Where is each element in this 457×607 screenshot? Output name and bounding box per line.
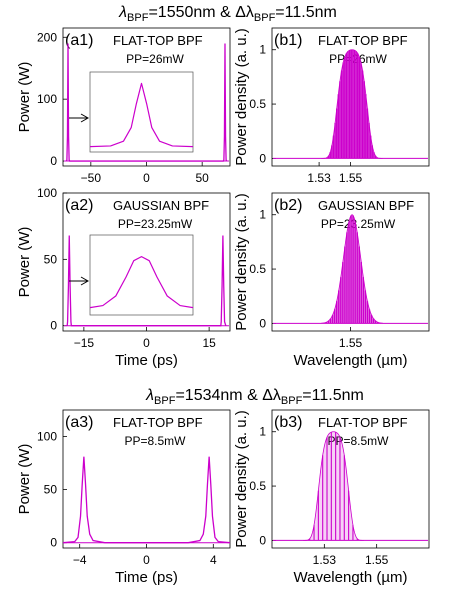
y-tick-label-b1-2: 1: [259, 43, 266, 57]
inset-arrow-head-a1: [80, 113, 90, 123]
header-bottom-lambda-sub: BPF: [154, 395, 176, 407]
y-axis-label-b2: Power density (a. u.): [233, 193, 250, 331]
header-top-lambda-value: 1550nm: [158, 4, 216, 21]
x-axis-label-a2: Time (ps): [115, 352, 178, 369]
x-tick-label-b3-1: 1.55: [365, 553, 389, 567]
spectrum-envelope-b3: [303, 431, 364, 541]
x-tick-label-a3-0: −4: [73, 553, 87, 567]
y-axis-label-b1: Power density (a. u.): [233, 28, 250, 166]
pump-power-label-b3: PP=8.5mW: [327, 434, 389, 448]
x-tick-label-b2-0: 1.55: [339, 336, 363, 350]
header-bottom-delta-sub: BPF: [281, 395, 303, 407]
spectrum-outline-b2: [321, 214, 383, 324]
x-tick-label-a2-0: −15: [74, 336, 95, 350]
inset-trace-a1: [89, 82, 194, 148]
y-axis-label-a1: Power (W): [16, 62, 33, 133]
panel-a1: −50 0 50 0 100 200 Power (W) (a1) FLAT-TOP BPF PP…: [16, 27, 231, 185]
x-tick-label-a2-2: 15: [202, 336, 216, 350]
x-axis-label-a3: Time (ps): [115, 569, 178, 586]
y-tick-label-a2-0: 0: [50, 319, 57, 333]
x-tick-label-a1-1: 0: [143, 171, 150, 185]
y-tick-label-b1-0: 0: [259, 151, 266, 165]
x-tick-label-a1-0: −50: [81, 171, 102, 185]
y-axis-label-a2: Power (W): [16, 227, 33, 298]
y-tick-label-a1-1: 100: [37, 92, 57, 106]
header-top-lambda-symbol: λ: [118, 4, 127, 21]
x-axis-label-b3: Wavelength (µm): [294, 569, 408, 586]
x-axis-label-b2: Wavelength (µm): [294, 352, 408, 369]
filter-label-a1: FLAT-TOP BPF: [113, 33, 203, 48]
pulse-trace-a3: [62, 456, 231, 544]
x-tick-label-b1-0: 1.53: [307, 171, 331, 185]
header-bottom-delta-value: 11.5nm: [312, 387, 364, 404]
filter-label-b3: FLAT-TOP BPF: [318, 415, 408, 430]
y-tick-label-b2-0: 0: [259, 316, 266, 330]
panel-a2: −15 0 15 0 50 100 Power (W) Time (ps) (a2) GAUSSI…: [16, 186, 231, 369]
header-bottom: λBPF=1534nm & ΔλBPF=11.5nm: [145, 387, 364, 407]
pulse-trace-a1: [65, 43, 228, 162]
pulse-trace-a2: [66, 235, 227, 327]
filter-label-a3: FLAT-TOP BPF: [113, 415, 203, 430]
spectrum-envelope-b1: [321, 49, 383, 159]
axes-frame-b3: [271, 409, 430, 549]
pump-power-label-a2: PP=23.25mW: [118, 217, 193, 231]
header-bottom-amp: &: [247, 387, 258, 404]
y-tick-label-a3-0: 0: [50, 536, 57, 550]
x-tick-label-a2-1: 0: [143, 336, 150, 350]
pump-power-label-b2: PP=23.25mW: [321, 217, 396, 231]
spectrum-outline-b1: [321, 49, 383, 159]
pump-power-label-a1: PP=26mW: [126, 52, 184, 66]
panel-b2: 1.55 0 0.5 1 Power density (a. u.) Wavelength…: [233, 192, 430, 369]
y-tick-label-b2-2: 1: [259, 208, 266, 222]
header-top: λBPF=1550nm & ΔλBPF=11.5nm: [118, 4, 337, 24]
x-tick-label-a1-2: 50: [195, 171, 209, 185]
panel-label-b3: (b3): [274, 414, 302, 431]
inset-trace-a2: [89, 256, 194, 309]
header-bottom-lambda-value: 1534nm: [185, 387, 243, 404]
header-bottom-delta-symbol: Δλ: [262, 387, 281, 404]
panel-label-b2: (b2): [274, 197, 302, 214]
inset-arrow-head-a2: [80, 276, 90, 286]
header-top-delta-sub: BPF: [254, 12, 276, 24]
header-bottom-lambda-symbol: λ: [145, 387, 154, 404]
y-tick-label-b1-1: 0.5: [249, 97, 266, 111]
x-tick-label-b1-1: 1.55: [339, 171, 363, 185]
x-tick-label-b3-0: 1.53: [313, 553, 337, 567]
filter-label-b1: FLAT-TOP BPF: [318, 33, 408, 48]
spectrum-envelope-b2: [321, 214, 383, 324]
panel-label-a1: (a1): [65, 32, 93, 49]
y-axis-label-a3: Power (W): [16, 444, 33, 515]
y-tick-label-a2-1: 50: [44, 252, 58, 266]
panel-label-a3: (a3): [65, 414, 93, 431]
y-tick-label-b3-0: 0: [259, 533, 266, 547]
y-tick-label-b2-1: 0.5: [249, 262, 266, 276]
filter-label-b2: GAUSSIAN BPF: [318, 198, 414, 213]
header-top-delta-value: 11.5nm: [285, 4, 337, 21]
spectrum-outline-b3: [303, 431, 364, 541]
y-tick-label-a3-1: 50: [44, 483, 58, 497]
x-tick-label-a3-1: 0: [143, 553, 150, 567]
x-tick-label-a3-2: 4: [210, 553, 217, 567]
panel-b1: 1.53 1.55 0 0.5 1 Power density (a. u.) (b1) FL…: [233, 27, 430, 185]
y-tick-label-a1-0: 0: [50, 154, 57, 168]
inset-frame-a1: [89, 71, 194, 153]
y-tick-label-b3-2: 1: [259, 425, 266, 439]
y-tick-label-a3-2: 100: [37, 430, 57, 444]
filter-label-a2: GAUSSIAN BPF: [113, 198, 209, 213]
y-tick-label-a1-2: 200: [37, 30, 57, 44]
header-top-delta-symbol: Δλ: [235, 4, 254, 21]
panel-b3: 1.53 1.55 0 0.5 1 Power density (a. u.) Wavele…: [233, 409, 430, 586]
header-top-lambda-sub: BPF: [127, 12, 149, 24]
panel-a3: −4 0 4 0 50 100 Power (W) Time (ps) (a3) FLAT-TOP…: [16, 409, 231, 586]
pump-power-label-a3: PP=8.5mW: [124, 434, 186, 448]
panel-label-a2: (a2): [65, 197, 93, 214]
y-axis-label-b3: Power density (a. u.): [233, 410, 250, 548]
y-tick-label-a2-2: 100: [37, 186, 57, 200]
header-top-amp: &: [220, 4, 231, 21]
y-tick-label-b3-1: 0.5: [249, 479, 266, 493]
panel-label-b1: (b1): [274, 32, 302, 49]
